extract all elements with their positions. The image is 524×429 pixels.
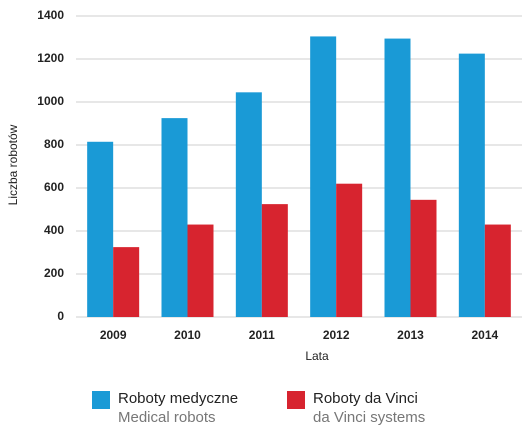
bar — [113, 247, 140, 317]
x-tick-label: 2011 — [249, 328, 275, 342]
x-tick-label: 2014 — [471, 328, 498, 342]
y-tick-label: 600 — [44, 180, 64, 194]
bar — [187, 224, 214, 317]
legend-swatch — [92, 391, 110, 409]
bar — [310, 36, 337, 318]
legend-sublabel: Medical robots — [118, 409, 216, 426]
legend-label: Roboty medyczne — [118, 390, 238, 407]
y-tick-label: 1000 — [37, 94, 64, 108]
bar — [384, 38, 411, 317]
x-tick-label: 2013 — [397, 328, 424, 342]
bar — [458, 53, 485, 317]
y-axis-label: Liczba robotów — [6, 124, 20, 205]
bar — [410, 199, 437, 317]
legend-swatch — [287, 391, 305, 409]
x-tick-label: 2010 — [174, 328, 201, 342]
bar — [336, 183, 363, 317]
bar — [484, 224, 511, 317]
y-tick-label: 400 — [44, 223, 64, 237]
bar — [261, 204, 288, 317]
y-tick-label: 1200 — [37, 51, 64, 65]
y-tick-label: 0 — [57, 309, 64, 323]
legend-sublabel: da Vinci systems — [313, 409, 425, 426]
x-axis-label: Lata — [305, 349, 329, 363]
bar — [235, 92, 262, 317]
x-tick-label: 2009 — [100, 328, 127, 342]
y-tick-label: 800 — [44, 137, 64, 151]
legend-label: Roboty da Vinci — [313, 390, 418, 407]
x-tick-label: 2012 — [323, 328, 350, 342]
y-tick-label: 1400 — [37, 8, 64, 22]
bar — [161, 118, 188, 317]
y-tick-label: 200 — [44, 266, 64, 280]
bar — [87, 141, 114, 317]
